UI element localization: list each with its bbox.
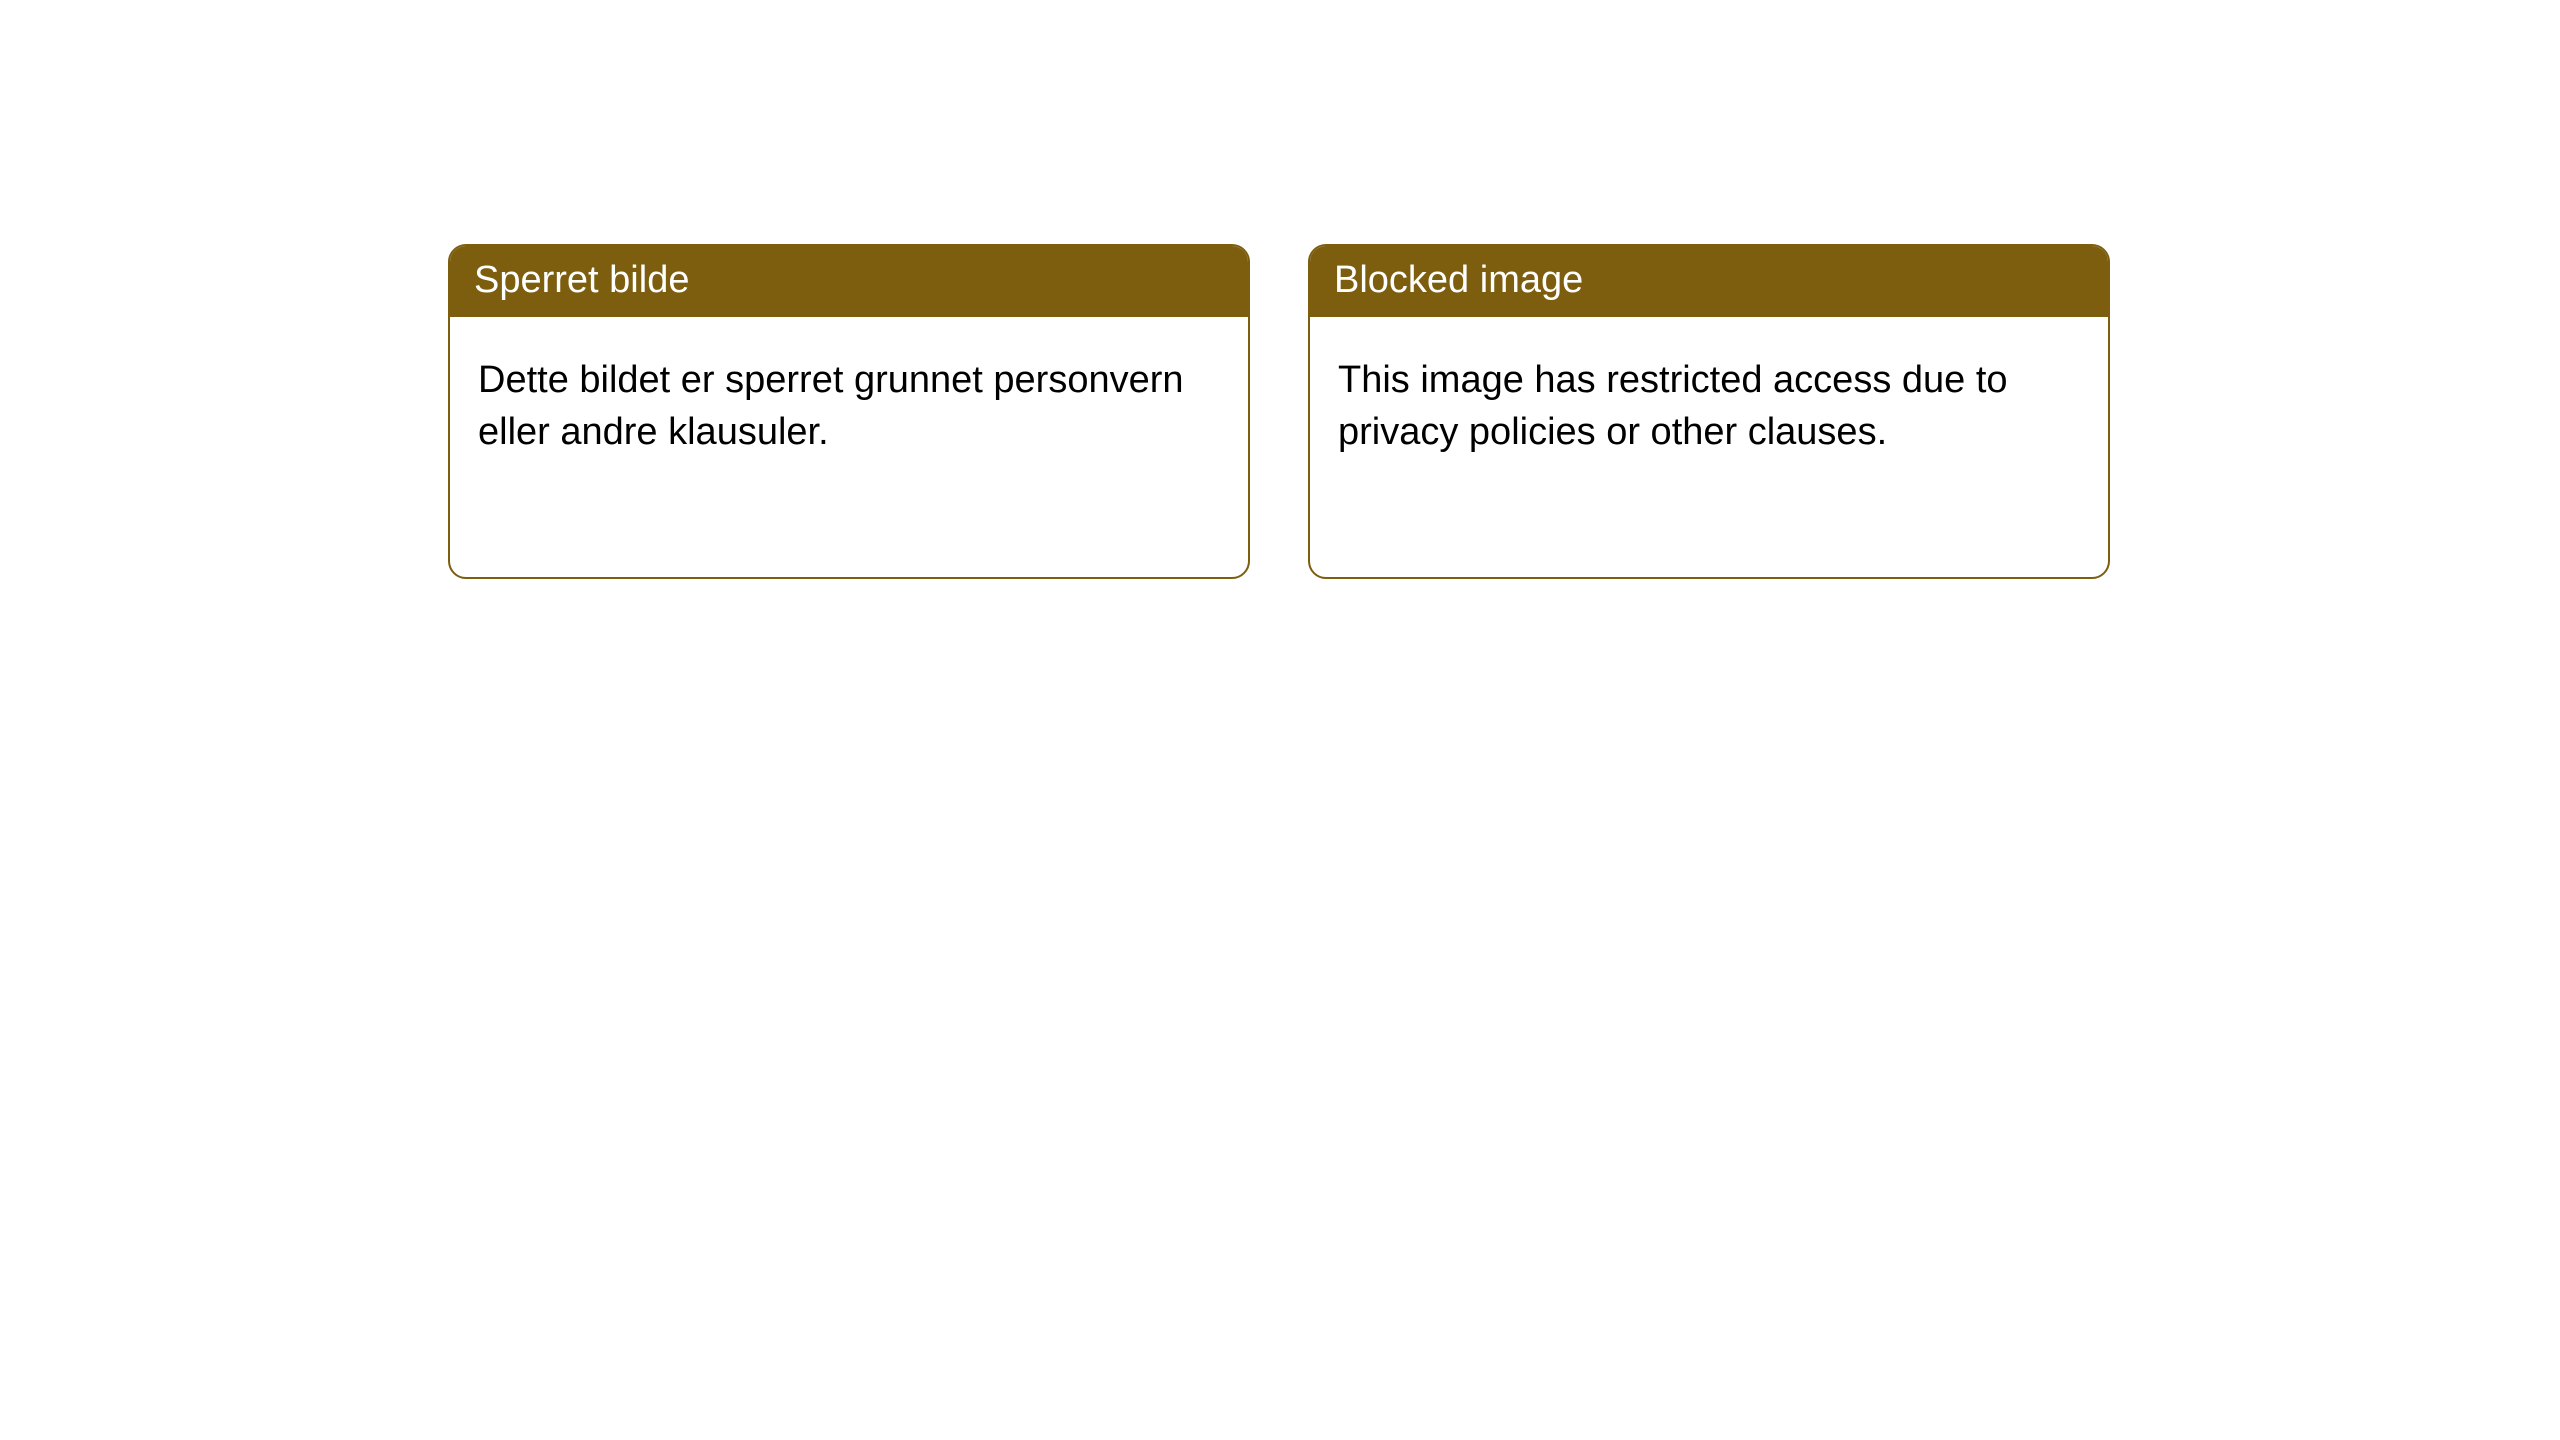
notice-card-norwegian: Sperret bilde Dette bildet er sperret gr… xyxy=(448,244,1250,579)
notice-card-body: This image has restricted access due to … xyxy=(1310,317,2108,486)
notice-container: Sperret bilde Dette bildet er sperret gr… xyxy=(0,0,2560,579)
notice-card-english: Blocked image This image has restricted … xyxy=(1308,244,2110,579)
notice-card-title: Sperret bilde xyxy=(450,246,1248,317)
notice-card-body: Dette bildet er sperret grunnet personve… xyxy=(450,317,1248,486)
notice-card-title: Blocked image xyxy=(1310,246,2108,317)
